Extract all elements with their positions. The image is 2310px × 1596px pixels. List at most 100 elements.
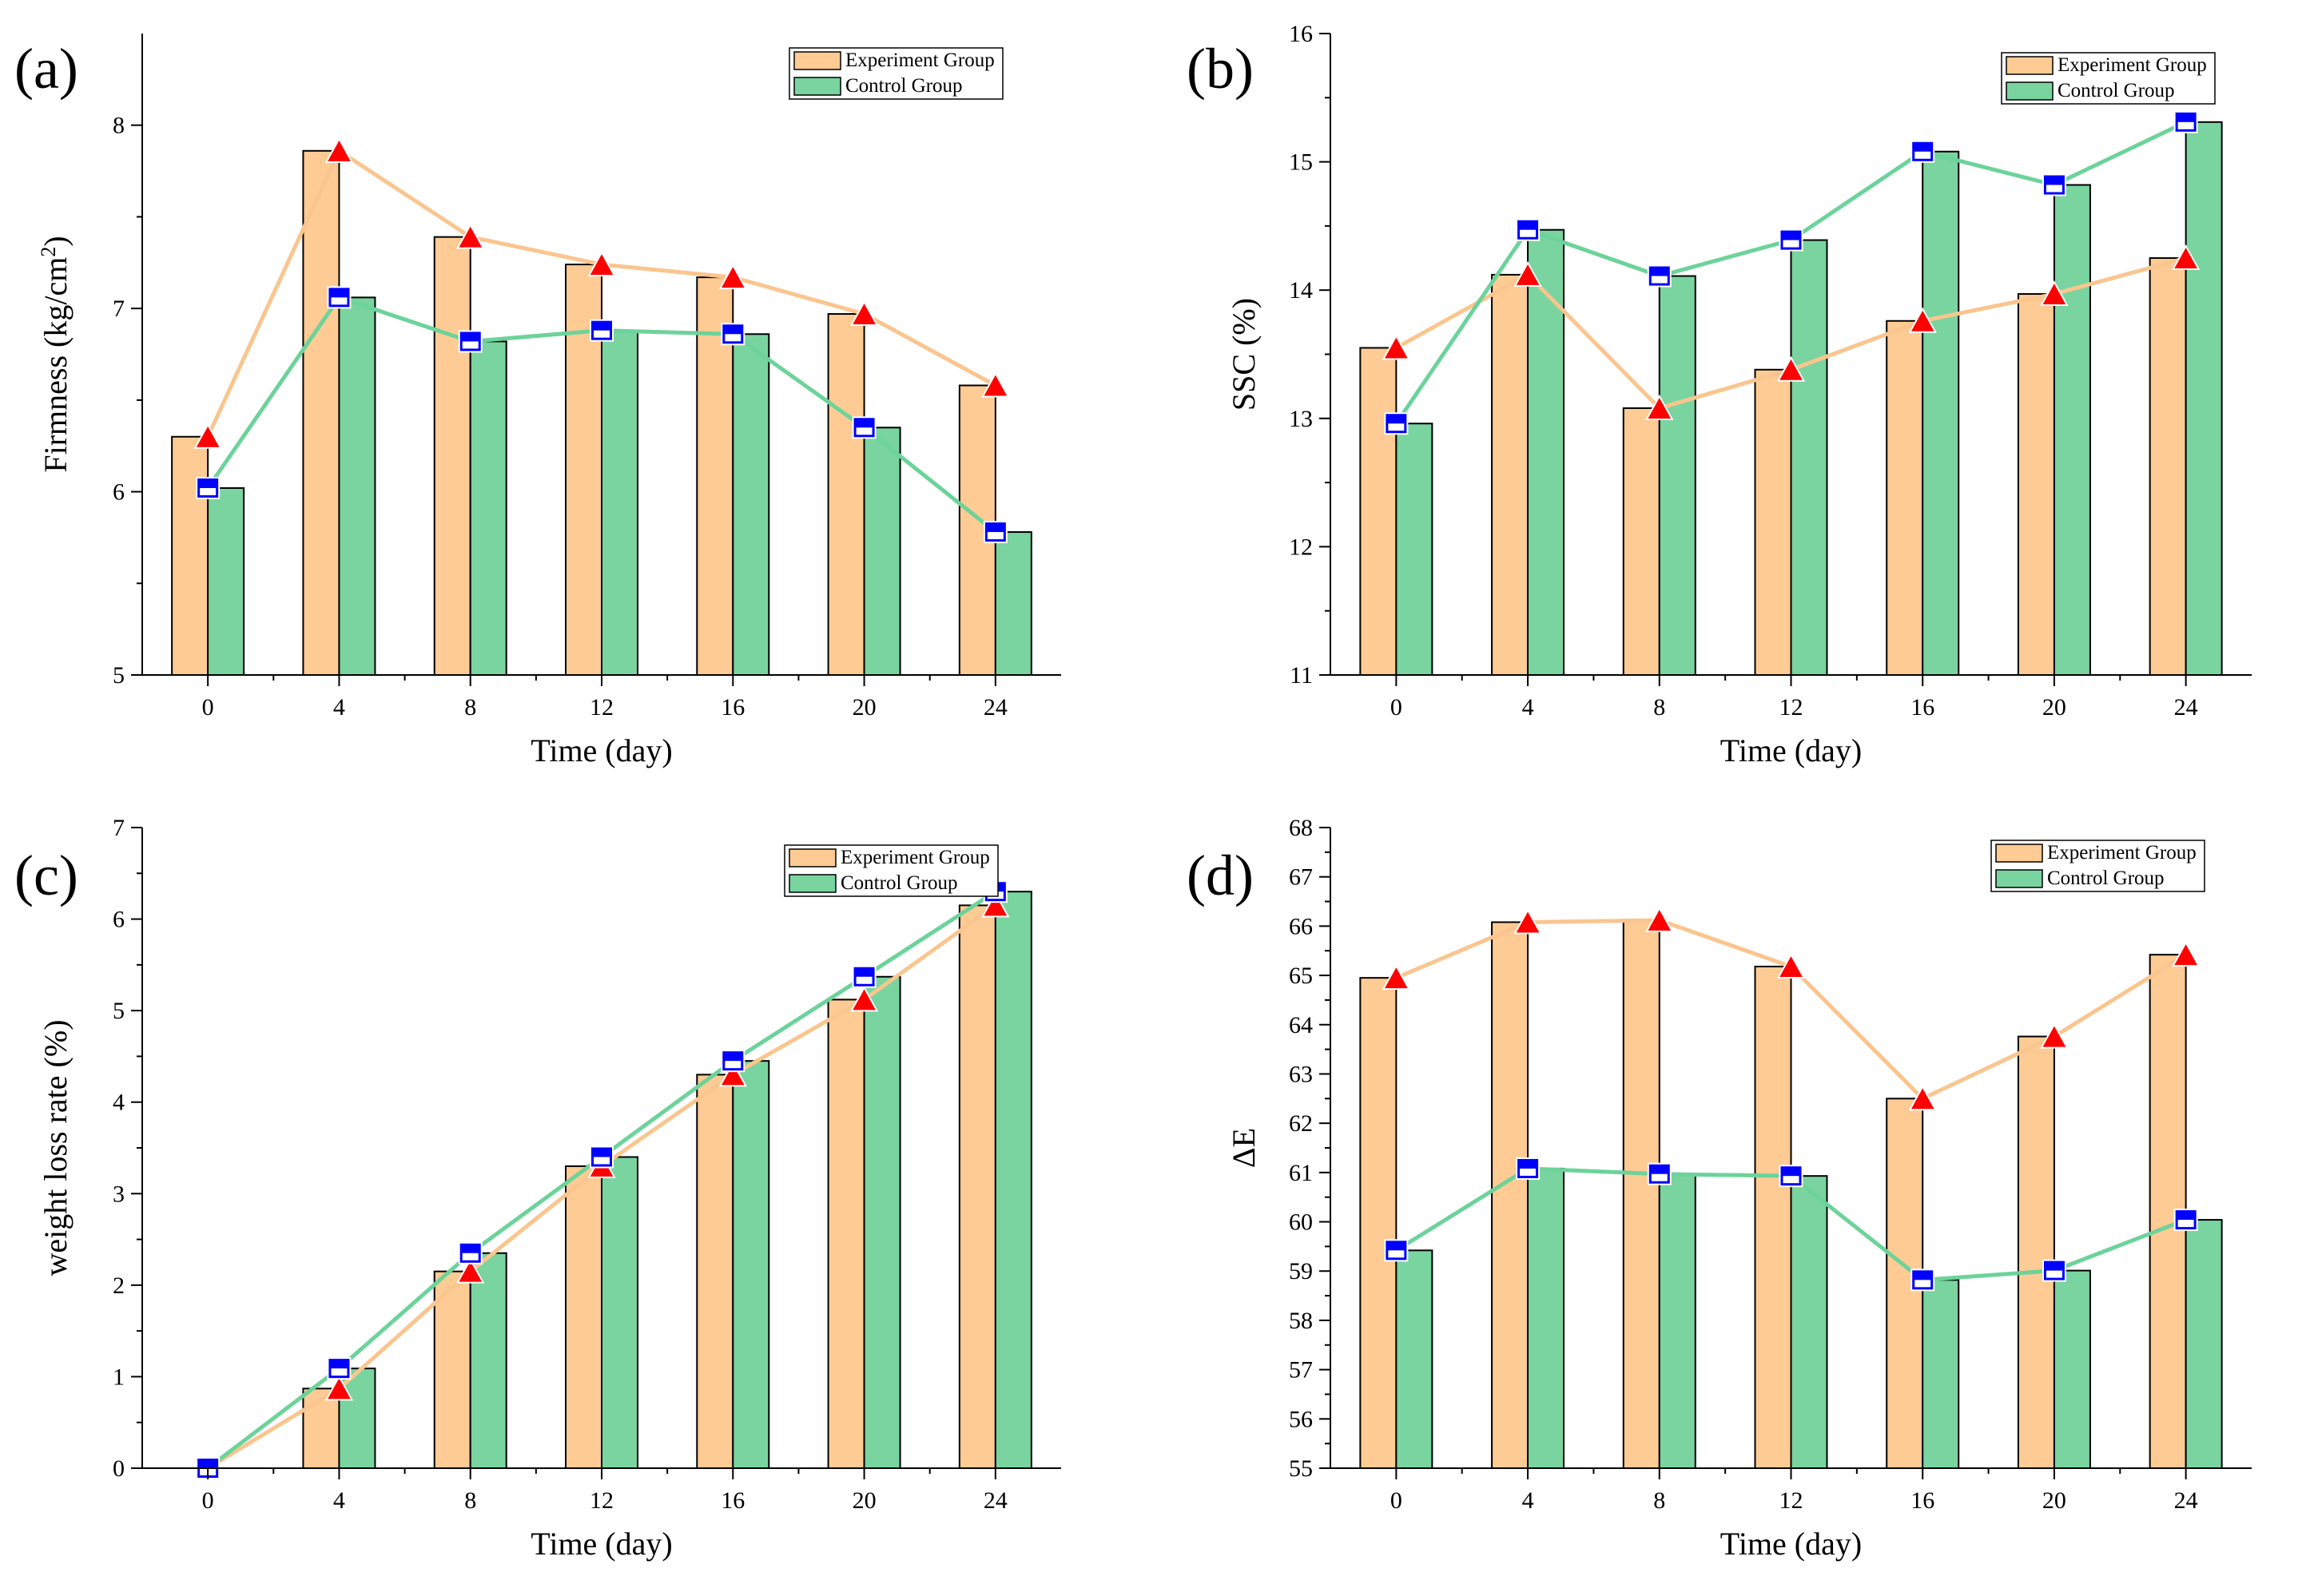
x-tick-label: 16 [1910,694,1934,721]
y-tick-label: 67 [1289,864,1313,891]
marker-experiment [1908,1085,1937,1111]
y-tick-label: 4 [113,1090,125,1116]
bar-control [1395,423,1433,676]
marker-experiment [1908,307,1937,333]
legend: Experiment Group Control Group [784,844,999,897]
marker-control-inner [1520,229,1537,237]
bar-control [1790,239,1828,677]
y-tick-label: 62 [1289,1110,1313,1137]
marker-experiment [981,891,1010,918]
y-axis-label: weight loss rate (%) [38,1019,74,1276]
bar-control [1658,1173,1696,1469]
marker-experiment [718,264,747,290]
marker-control-inner [462,341,479,349]
bar-experiment [1622,407,1660,676]
x-tick-label: 24 [984,694,1008,721]
x-tick-label: 8 [464,1487,476,1514]
y-tick-label: 5 [113,998,125,1024]
bar-control [1395,1249,1433,1469]
y-tick-label: 60 [1289,1209,1313,1236]
y-tick-label: 13 [1289,406,1313,432]
y-axis-label: Firmness (kg/cm2) [37,236,74,472]
marker-experiment [324,1375,354,1401]
bar-experiment [1754,965,1792,1469]
bar-control [994,531,1032,676]
marker-control-inner [1914,1280,1931,1288]
bar-experiment [1491,273,1529,676]
x-tick-label: 12 [1779,1487,1803,1514]
y-tick-label: 66 [1289,913,1313,939]
x-tick-label: 4 [1522,694,1534,721]
bar-experiment [1359,977,1398,1469]
bar-experiment [958,904,996,1469]
y-tick-label: 0 [113,1455,125,1482]
legend-swatch-control [1995,869,2043,888]
bar-experiment [1359,347,1398,676]
marker-experiment [1645,394,1674,420]
x-tick-label: 8 [464,694,476,721]
bar-experiment [565,1165,602,1470]
marker-experiment [2171,244,2201,271]
y-axis-label-main: Firmness (kg/cm [38,257,74,473]
marker-control-inner [1388,1250,1405,1258]
bar-experiment [2149,257,2187,676]
bar-control [469,1252,507,1470]
legend-swatch-control [793,77,841,96]
bar-experiment [696,1074,734,1470]
legend-label-experiment: Experiment Group [2058,54,2207,76]
bar-control [601,329,638,676]
marker-control-inner [2046,1270,2062,1278]
marker-control-inner [856,976,873,984]
legend-label-experiment: Experiment Group [845,50,995,71]
y-tick-label: 55 [1289,1455,1313,1482]
x-tick-label: 16 [721,1487,745,1514]
legend-swatch-experiment [789,848,837,867]
marker-experiment [981,371,1010,398]
x-tick-label: 8 [1653,1487,1665,1514]
x-tick-label: 20 [853,1487,877,1514]
marker-control-inner [1651,1173,1668,1181]
legend-swatch-control [789,874,837,893]
x-tick-label: 20 [2042,694,2066,721]
y-tick-label: 7 [113,296,125,322]
chart-panel-1: 5 6 7 8 0 4 8 12 16 20 24 Time (day) Firmness (kg/cm… [14,34,1061,768]
marker-control-inner [1520,1168,1537,1176]
x-tick-label: 20 [2042,1487,2066,1514]
bar-control [1790,1175,1828,1470]
marker-experiment [1513,908,1542,935]
legend-swatch-experiment [2006,56,2054,75]
y-tick-label: 65 [1289,963,1313,989]
marker-control-inner [1914,151,1931,159]
y-tick-label: 64 [1289,1012,1313,1038]
panel-label: (d) [1187,844,1254,907]
bar-experiment [827,998,865,1469]
bar-experiment [1886,320,1924,676]
panel-label: (a) [14,37,78,101]
bar-control [863,427,901,676]
marker-experiment [718,1061,747,1087]
legend-swatch-control [2006,81,2054,101]
x-tick-label: 0 [202,694,214,721]
marker-control-inner [594,1157,610,1165]
y-tick-label: 63 [1289,1061,1313,1087]
chart-panel-4: 55 56 57 58 59 60 61 62 63 64 65 66 67 68 0 4 8 12 16 20 24 T… [1187,815,2252,1562]
marker-experiment [2040,280,2069,307]
marker-control-inner [2177,1220,2194,1228]
bar-experiment [171,435,209,676]
bar-experiment [2017,293,2055,676]
marker-experiment [193,423,222,449]
x-axis-label: Time (day) [1720,1526,1862,1562]
y-tick-label: 3 [113,1181,125,1207]
y-axis-label-main: SSC (%) [1226,298,1262,411]
y-tick-label: 59 [1289,1258,1313,1284]
marker-control-inner [594,330,610,338]
y-tick-label: 16 [1289,21,1313,47]
marker-control-inner [331,297,348,305]
bar-control [2185,121,2223,676]
legend-label-control: Control Group [841,872,958,894]
legend: Experiment Group Control Group [2001,52,2216,105]
marker-experiment [2171,941,2201,967]
legend-swatch-experiment [793,51,841,70]
marker-control-inner [725,1061,742,1069]
